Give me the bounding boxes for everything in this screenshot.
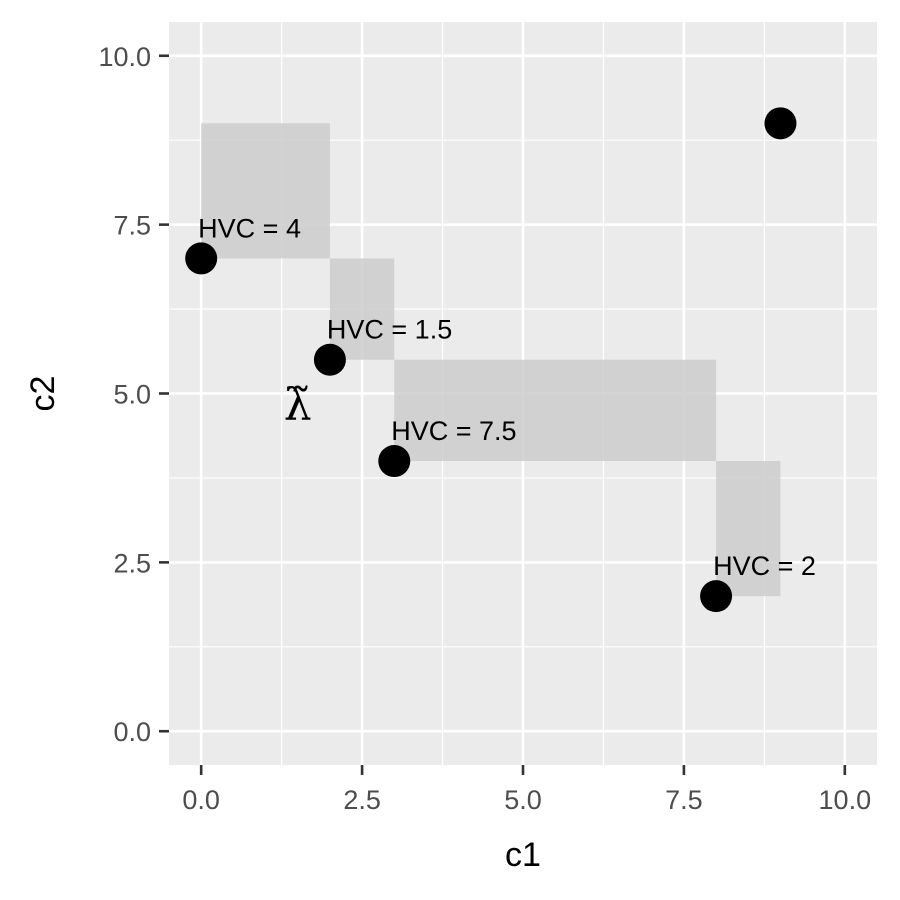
y-tick-label: 5.0 xyxy=(113,380,151,410)
hypervolume-rectangles xyxy=(201,123,781,597)
y-tick-label: 10.0 xyxy=(98,42,151,72)
lambda-tilde-annotation: λ̃ xyxy=(284,380,312,431)
point-label: HVC = 7.5 xyxy=(391,416,516,446)
x-tick-label: 5.0 xyxy=(504,785,542,815)
data-points xyxy=(185,107,797,613)
data-point xyxy=(378,445,411,478)
hypervolume-rect xyxy=(716,461,781,597)
x-axis-title: c1 xyxy=(505,836,541,874)
lambda-annotation-group: λ̃ xyxy=(284,380,312,431)
x-tick-label: 7.5 xyxy=(665,785,703,815)
y-tick-label: 0.0 xyxy=(113,717,151,747)
hypervolume-rect xyxy=(394,359,717,462)
x-tick-label: 10.0 xyxy=(819,785,872,815)
x-tick-label: 2.5 xyxy=(343,785,381,815)
hypervolume-rect xyxy=(329,258,395,360)
y-tick-label: 2.5 xyxy=(113,548,151,578)
data-point xyxy=(185,242,218,275)
hypervolume-rect xyxy=(201,123,330,259)
point-labels: HVC = 4 HVC = 1.5 HVC = 7.5 HVC = 2 xyxy=(198,213,816,581)
data-point xyxy=(764,107,797,140)
point-label: HVC = 1.5 xyxy=(327,315,452,345)
y-axis: 0.0 2.5 5.0 7.5 10.0 xyxy=(98,42,169,747)
data-point xyxy=(313,343,346,376)
x-tick-label: 0.0 xyxy=(182,785,220,815)
y-tick-label: 7.5 xyxy=(113,211,151,241)
point-label: HVC = 4 xyxy=(198,213,301,243)
data-point xyxy=(700,580,733,613)
point-label: HVC = 2 xyxy=(713,551,816,581)
x-axis: 0.0 2.5 5.0 7.5 10.0 xyxy=(182,765,871,815)
y-axis-title: c2 xyxy=(24,376,62,412)
